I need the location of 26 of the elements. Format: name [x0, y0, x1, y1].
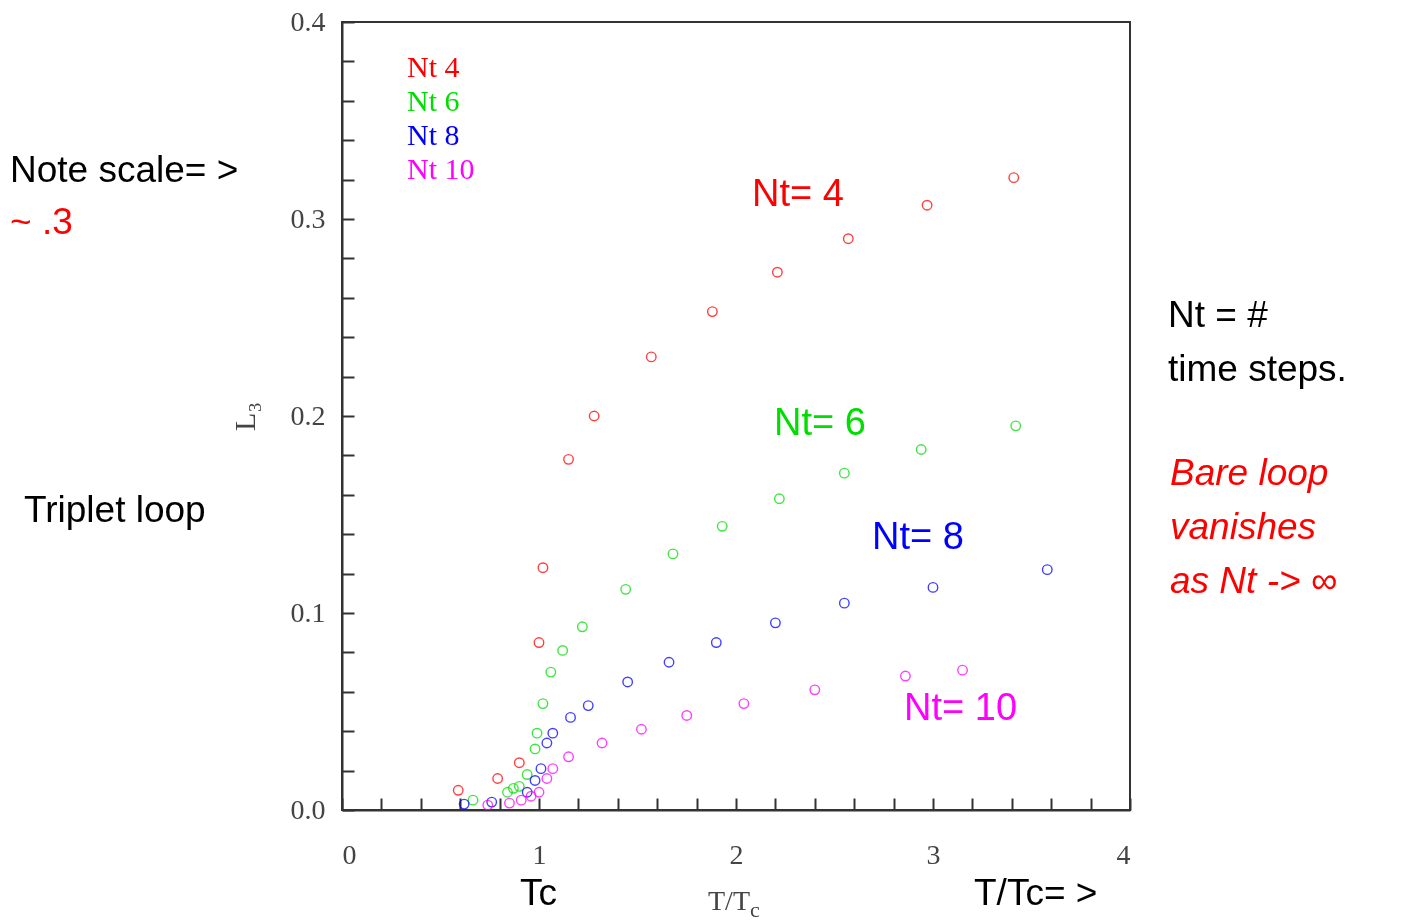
- x-tick-label: 1: [532, 838, 547, 870]
- annotation: Nt= 8: [872, 515, 964, 557]
- text: Nt 8: [407, 118, 460, 151]
- y-tick-label: 0.1: [290, 596, 326, 628]
- annotation: Nt= 6: [774, 401, 866, 443]
- text: Nt 4: [407, 50, 460, 83]
- annotation: Nt= 10: [904, 686, 1018, 728]
- annotation: Nt= 4: [752, 172, 844, 214]
- y-tick-label: 0.3: [290, 202, 326, 234]
- y-tick-label: 0.4: [290, 5, 326, 37]
- text: T/Tc= >: [974, 872, 1098, 913]
- text: Tc: [520, 872, 557, 913]
- text: Nt 10: [407, 152, 475, 185]
- y-tick-label: 0.0: [290, 793, 326, 825]
- x-tick-label: 0: [342, 838, 357, 870]
- text: Note scale= >: [10, 149, 239, 190]
- x-tick-label: 3: [926, 838, 941, 870]
- x-tick-label: 4: [1116, 838, 1131, 870]
- y-tick-label: 0.2: [290, 399, 326, 431]
- text: ~ .3: [10, 201, 73, 242]
- text: Nt 6: [407, 84, 460, 117]
- text: Triplet loop: [24, 489, 206, 530]
- x-tick-label: 2: [729, 838, 744, 870]
- text: Bare loop vanishes as Nt -> ∞: [1170, 452, 1338, 601]
- y-axis-title: L₃: [227, 402, 261, 431]
- text: Nt = # time steps.: [1168, 294, 1347, 389]
